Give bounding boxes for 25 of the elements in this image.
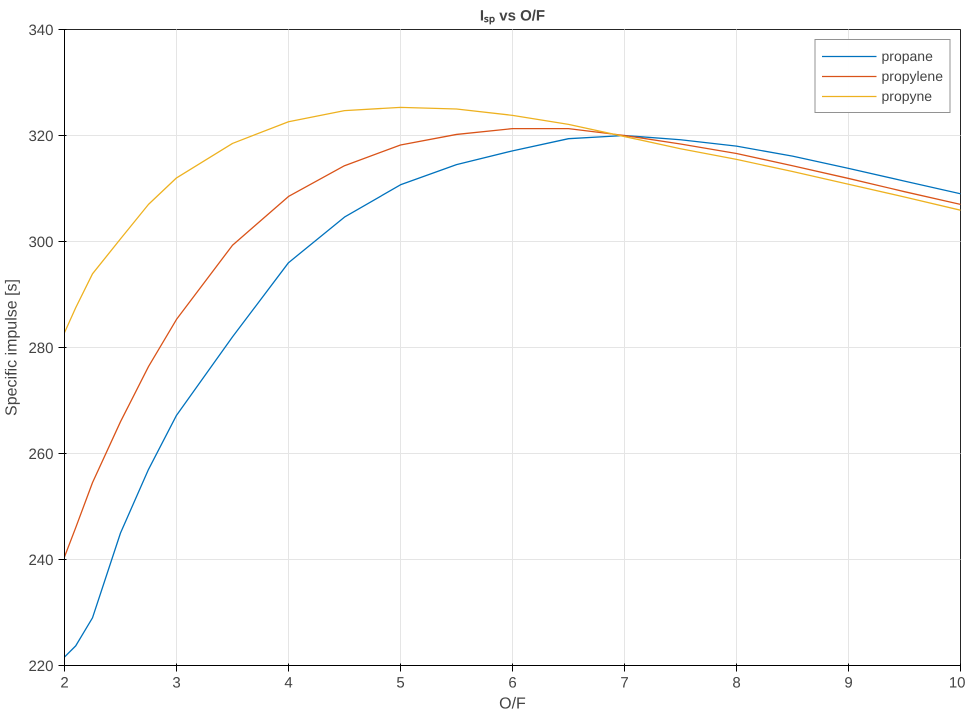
x-tick-label: 8 — [732, 674, 741, 692]
y-tick-label: 300 — [28, 234, 54, 251]
y-tick-label: 240 — [28, 552, 54, 569]
line-series — [64, 128, 960, 558]
x-tick-label: 7 — [620, 674, 629, 692]
y-tick-label: 280 — [28, 340, 54, 357]
x-tick-label: 10 — [948, 674, 966, 692]
y-axis-title: Specific impulse [s] — [3, 279, 20, 416]
x-tick-label: 3 — [172, 674, 181, 692]
y-tick-label: 220 — [28, 658, 54, 675]
y-tick-label: 340 — [28, 22, 54, 39]
x-tick-label: 4 — [284, 674, 293, 692]
y-tick-label: 260 — [28, 446, 54, 463]
legend-label: propylene — [882, 68, 943, 84]
x-tick-label: 2 — [60, 674, 69, 692]
chart-title: Iₛₚ vs O/F — [480, 8, 546, 24]
line-series — [64, 106, 960, 334]
x-tick-label: 5 — [396, 674, 405, 692]
x-tick-label: 9 — [844, 674, 853, 692]
line-series — [64, 134, 960, 658]
y-tick-label: 320 — [28, 128, 54, 145]
legend-label: propyne — [882, 88, 932, 104]
x-axis-title: O/F — [499, 696, 526, 712]
legend-label: propane — [882, 48, 933, 64]
x-tick-label: 6 — [508, 674, 517, 692]
